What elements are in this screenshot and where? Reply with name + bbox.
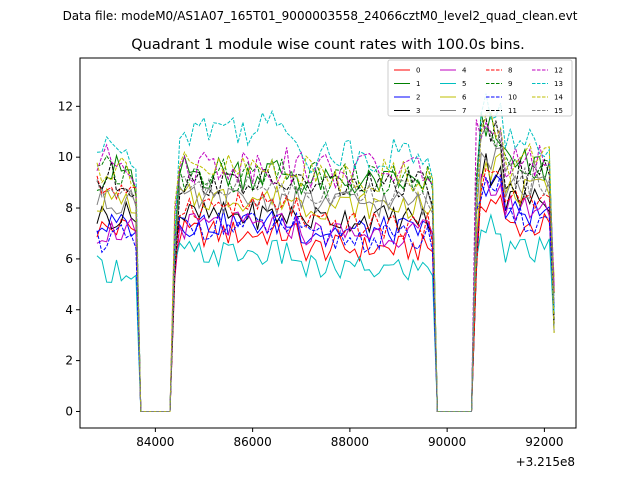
data-file-suptitle: Data file: modeM0/AS1A07_165T01_90000035…	[63, 9, 578, 23]
y-tick-label: 6	[65, 252, 73, 266]
x-axis: 84000 86000 88000 90000 92000	[136, 428, 563, 449]
series-line-12	[96, 119, 555, 412]
x-tick-label: 90000	[428, 435, 466, 449]
series-line-10	[96, 174, 555, 412]
legend-label-1: 1	[416, 80, 420, 88]
legend-label-7: 7	[462, 107, 466, 115]
legend-label-9: 9	[508, 80, 512, 88]
legend-label-6: 6	[462, 94, 467, 102]
legend-label-3: 3	[416, 107, 420, 115]
y-tick-label: 2	[65, 354, 73, 368]
y-tick-label: 12	[58, 99, 73, 113]
legend-box	[387, 59, 573, 117]
y-tick-label: 4	[65, 303, 73, 317]
chart-title: Quadrant 1 module wise count rates with …	[131, 37, 525, 53]
series-layer	[96, 93, 555, 412]
legend-label-11: 11	[508, 107, 517, 115]
legend-label-15: 15	[554, 107, 563, 115]
legend-label-14: 14	[554, 94, 563, 102]
legend-label-4: 4	[462, 67, 467, 75]
y-axis: 0 2 4 6 8 10 12	[58, 99, 80, 418]
legend-label-2: 2	[416, 94, 420, 102]
legend-label-13: 13	[554, 80, 563, 88]
legend-label-0: 0	[416, 67, 420, 75]
series-line-14	[96, 110, 555, 412]
series-line-9	[96, 122, 555, 412]
legend-label-10: 10	[508, 94, 517, 102]
y-tick-label: 8	[65, 201, 73, 215]
x-tick-label: 84000	[136, 435, 174, 449]
legend-label-5: 5	[462, 80, 466, 88]
x-axis-offset-label: +3.215e8	[516, 455, 575, 469]
legend-label-12: 12	[554, 67, 563, 75]
plot-frame	[79, 57, 577, 429]
x-tick-label: 86000	[234, 435, 272, 449]
y-tick-label: 10	[58, 150, 73, 164]
x-tick-label: 92000	[525, 435, 563, 449]
x-tick-label: 88000	[331, 435, 369, 449]
series-line-15	[96, 125, 555, 412]
legend-label-8: 8	[508, 67, 512, 75]
y-tick-label: 0	[65, 404, 73, 418]
